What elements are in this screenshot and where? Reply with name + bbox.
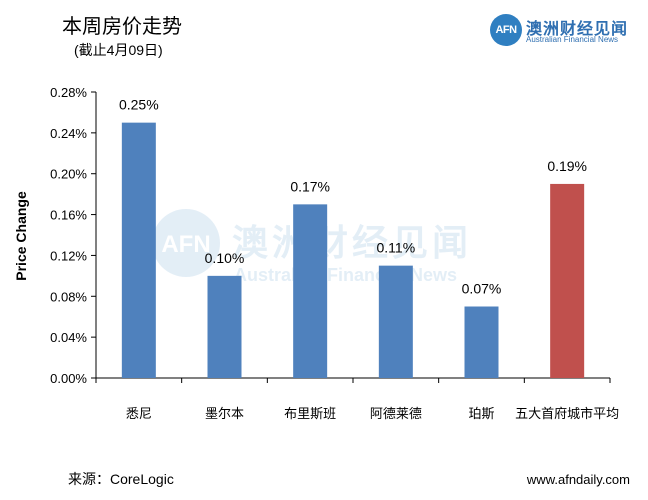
y-tick-label: 0.12% (50, 248, 87, 263)
bar (207, 275, 242, 378)
category-label: 墨尔本 (205, 406, 244, 421)
data-label: 0.07% (462, 281, 502, 297)
site-url: www.afndaily.com (526, 472, 630, 487)
bar (293, 204, 328, 378)
category-label: 五大首府城市平均 (515, 406, 619, 421)
y-tick-label: 0.08% (50, 289, 87, 304)
watermark-name-en: Australian Financial News (234, 265, 457, 285)
category-label: 阿德莱德 (370, 406, 422, 421)
category-label: 布里斯班 (284, 406, 336, 421)
watermark-mark: AFN (161, 231, 210, 258)
category-labels: 悉尼 墨尔本 布里斯班 阿德莱德 珀斯 五大首府城市平均 (126, 406, 619, 421)
data-label: 0.10% (205, 250, 245, 266)
bar (550, 183, 585, 378)
chart-title: 本周房价走势 (62, 16, 182, 38)
data-label: 0.19% (547, 158, 587, 174)
y-tick-label: 0.04% (50, 330, 87, 345)
watermark: AFN 澳洲财经见闻 Australian Financial News (152, 209, 472, 285)
y-tick-label: 0.00% (50, 371, 87, 386)
watermark-logo-icon (152, 209, 220, 277)
bar (378, 265, 413, 378)
y-tick-label: 0.20% (50, 167, 87, 182)
y-tick-label: 0.28% (50, 85, 87, 100)
chart-subtitle: (截止4月09日) (74, 42, 163, 58)
afn-logo: AFN 澳洲财经见闻 Australian Financial News (490, 14, 640, 50)
y-axis: 0.00% 0.04% 0.08% 0.12% 0.16% 0.20% 0.24% 0.28% (50, 85, 611, 386)
category-label: 珀斯 (468, 406, 494, 421)
y-tick-label: 0.24% (50, 126, 87, 141)
logo-name-cn: 澳洲财经见闻 (526, 21, 629, 38)
data-label: 0.17% (290, 178, 330, 194)
bar (464, 306, 499, 378)
data-label: 0.11% (376, 240, 415, 256)
watermark-name-cn: 澳洲财经见闻 (232, 222, 472, 263)
data-label: 0.25% (119, 97, 159, 113)
bars (121, 122, 585, 379)
data-labels: 0.25% 0.10% 0.17% 0.11% 0.07% 0.19% (119, 97, 587, 297)
source-note: 来源：CoreLogic (68, 471, 174, 487)
bar (121, 122, 156, 379)
y-axis-label: Price Change (13, 191, 29, 281)
afn-logo-icon: AFN (490, 14, 522, 46)
y-tick-label: 0.16% (50, 208, 87, 223)
logo-name-en: Australian Financial News (526, 35, 619, 44)
category-label: 悉尼 (126, 406, 152, 421)
